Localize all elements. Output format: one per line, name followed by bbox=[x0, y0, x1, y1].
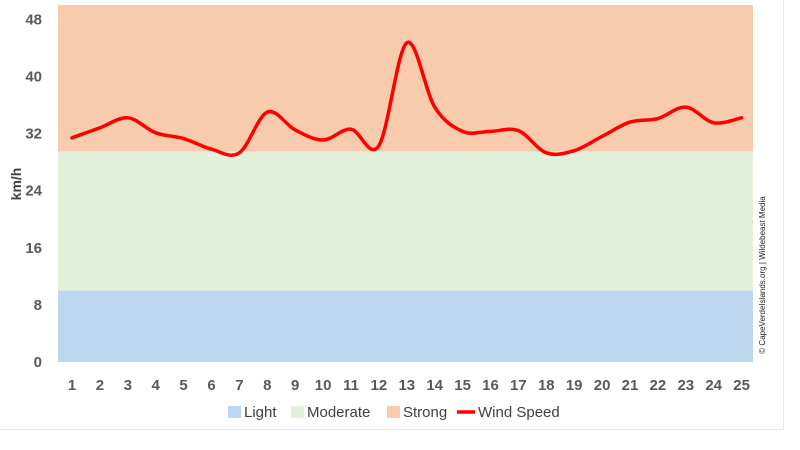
legend-label-light: Light bbox=[244, 404, 277, 421]
x-tick-label: 4 bbox=[152, 377, 161, 394]
legend-label-wind-speed: Wind Speed bbox=[478, 404, 560, 421]
y-tick-label: 32 bbox=[25, 126, 42, 143]
wind-speed-point bbox=[656, 117, 660, 121]
wind-speed-point bbox=[377, 144, 381, 148]
wind-speed-point bbox=[126, 116, 130, 120]
legend-swatch-light bbox=[228, 406, 241, 418]
legend-label-moderate: Moderate bbox=[307, 404, 370, 421]
x-tick-label: 16 bbox=[482, 377, 499, 394]
wind-speed-point bbox=[433, 105, 437, 109]
wind-speed-point bbox=[98, 126, 102, 130]
x-tick-label: 21 bbox=[622, 377, 639, 394]
wind-speed-point bbox=[628, 120, 632, 124]
x-tick-label: 11 bbox=[343, 377, 359, 394]
wind-speed-point bbox=[154, 131, 158, 135]
x-tick-label: 23 bbox=[677, 377, 694, 394]
x-tick-label: 14 bbox=[426, 377, 443, 394]
wind-speed-point bbox=[265, 110, 269, 114]
wind-speed-point bbox=[237, 151, 241, 155]
wind-speed-point bbox=[544, 151, 548, 155]
x-tick-label: 25 bbox=[733, 377, 750, 394]
x-tick-label: 17 bbox=[510, 377, 527, 394]
chart-frame bbox=[0, 0, 784, 430]
band-strong bbox=[58, 5, 753, 152]
wind-speed-point bbox=[461, 129, 465, 133]
y-tick-label: 24 bbox=[25, 183, 42, 200]
x-tick-label: 7 bbox=[235, 377, 243, 394]
x-tick-label: 12 bbox=[371, 377, 388, 394]
legend-swatch-moderate bbox=[291, 406, 304, 418]
wind-speed-point bbox=[70, 136, 74, 140]
credit-text: © CapeVerdeIslands.org | Wildebeast Medi… bbox=[758, 196, 767, 354]
x-tick-label: 22 bbox=[650, 377, 667, 394]
x-tick-label: 6 bbox=[207, 377, 215, 394]
y-axis-label: km/h bbox=[8, 168, 24, 201]
x-tick-label: 1 bbox=[68, 377, 76, 394]
band-light bbox=[58, 290, 753, 362]
x-tick-label: 15 bbox=[454, 377, 471, 394]
wind-speed-point bbox=[489, 129, 493, 133]
x-tick-label: 18 bbox=[538, 377, 555, 394]
wind-speed-point bbox=[182, 137, 186, 141]
y-tick-label: 0 bbox=[34, 354, 42, 371]
wind-speed-point bbox=[293, 128, 297, 132]
x-tick-label: 24 bbox=[705, 377, 722, 394]
wind-speed-point bbox=[349, 127, 353, 131]
x-tick-label: 19 bbox=[566, 377, 583, 394]
wind-speed-point bbox=[321, 138, 325, 142]
x-tick-label: 8 bbox=[263, 377, 271, 394]
x-tick-label: 20 bbox=[594, 377, 611, 394]
x-tick-label: 10 bbox=[315, 377, 332, 394]
wind-speed-point bbox=[600, 134, 604, 138]
wind-speed-point bbox=[516, 129, 520, 133]
band-moderate bbox=[58, 151, 753, 291]
y-tick-label: 8 bbox=[34, 297, 42, 314]
legend-swatch-strong bbox=[387, 406, 400, 418]
wind-speed-line bbox=[70, 40, 744, 157]
x-tick-label: 9 bbox=[291, 377, 299, 394]
wind-speed-point bbox=[572, 149, 576, 153]
wind-speed-point bbox=[712, 121, 716, 125]
x-tick-label: 3 bbox=[124, 377, 132, 394]
y-tick-label: 48 bbox=[25, 11, 42, 28]
x-tick-label: 5 bbox=[179, 377, 187, 394]
wind-speed-point bbox=[405, 41, 409, 45]
legend-label-strong: Strong bbox=[403, 404, 447, 421]
wind-speed-point bbox=[684, 105, 688, 109]
y-tick-label: 40 bbox=[25, 68, 42, 85]
x-tick-label: 13 bbox=[398, 377, 415, 394]
wind-speed-point bbox=[210, 147, 214, 151]
x-tick-label: 2 bbox=[96, 377, 104, 394]
y-tick-label: 16 bbox=[25, 240, 42, 257]
wind-speed-point bbox=[740, 116, 744, 120]
